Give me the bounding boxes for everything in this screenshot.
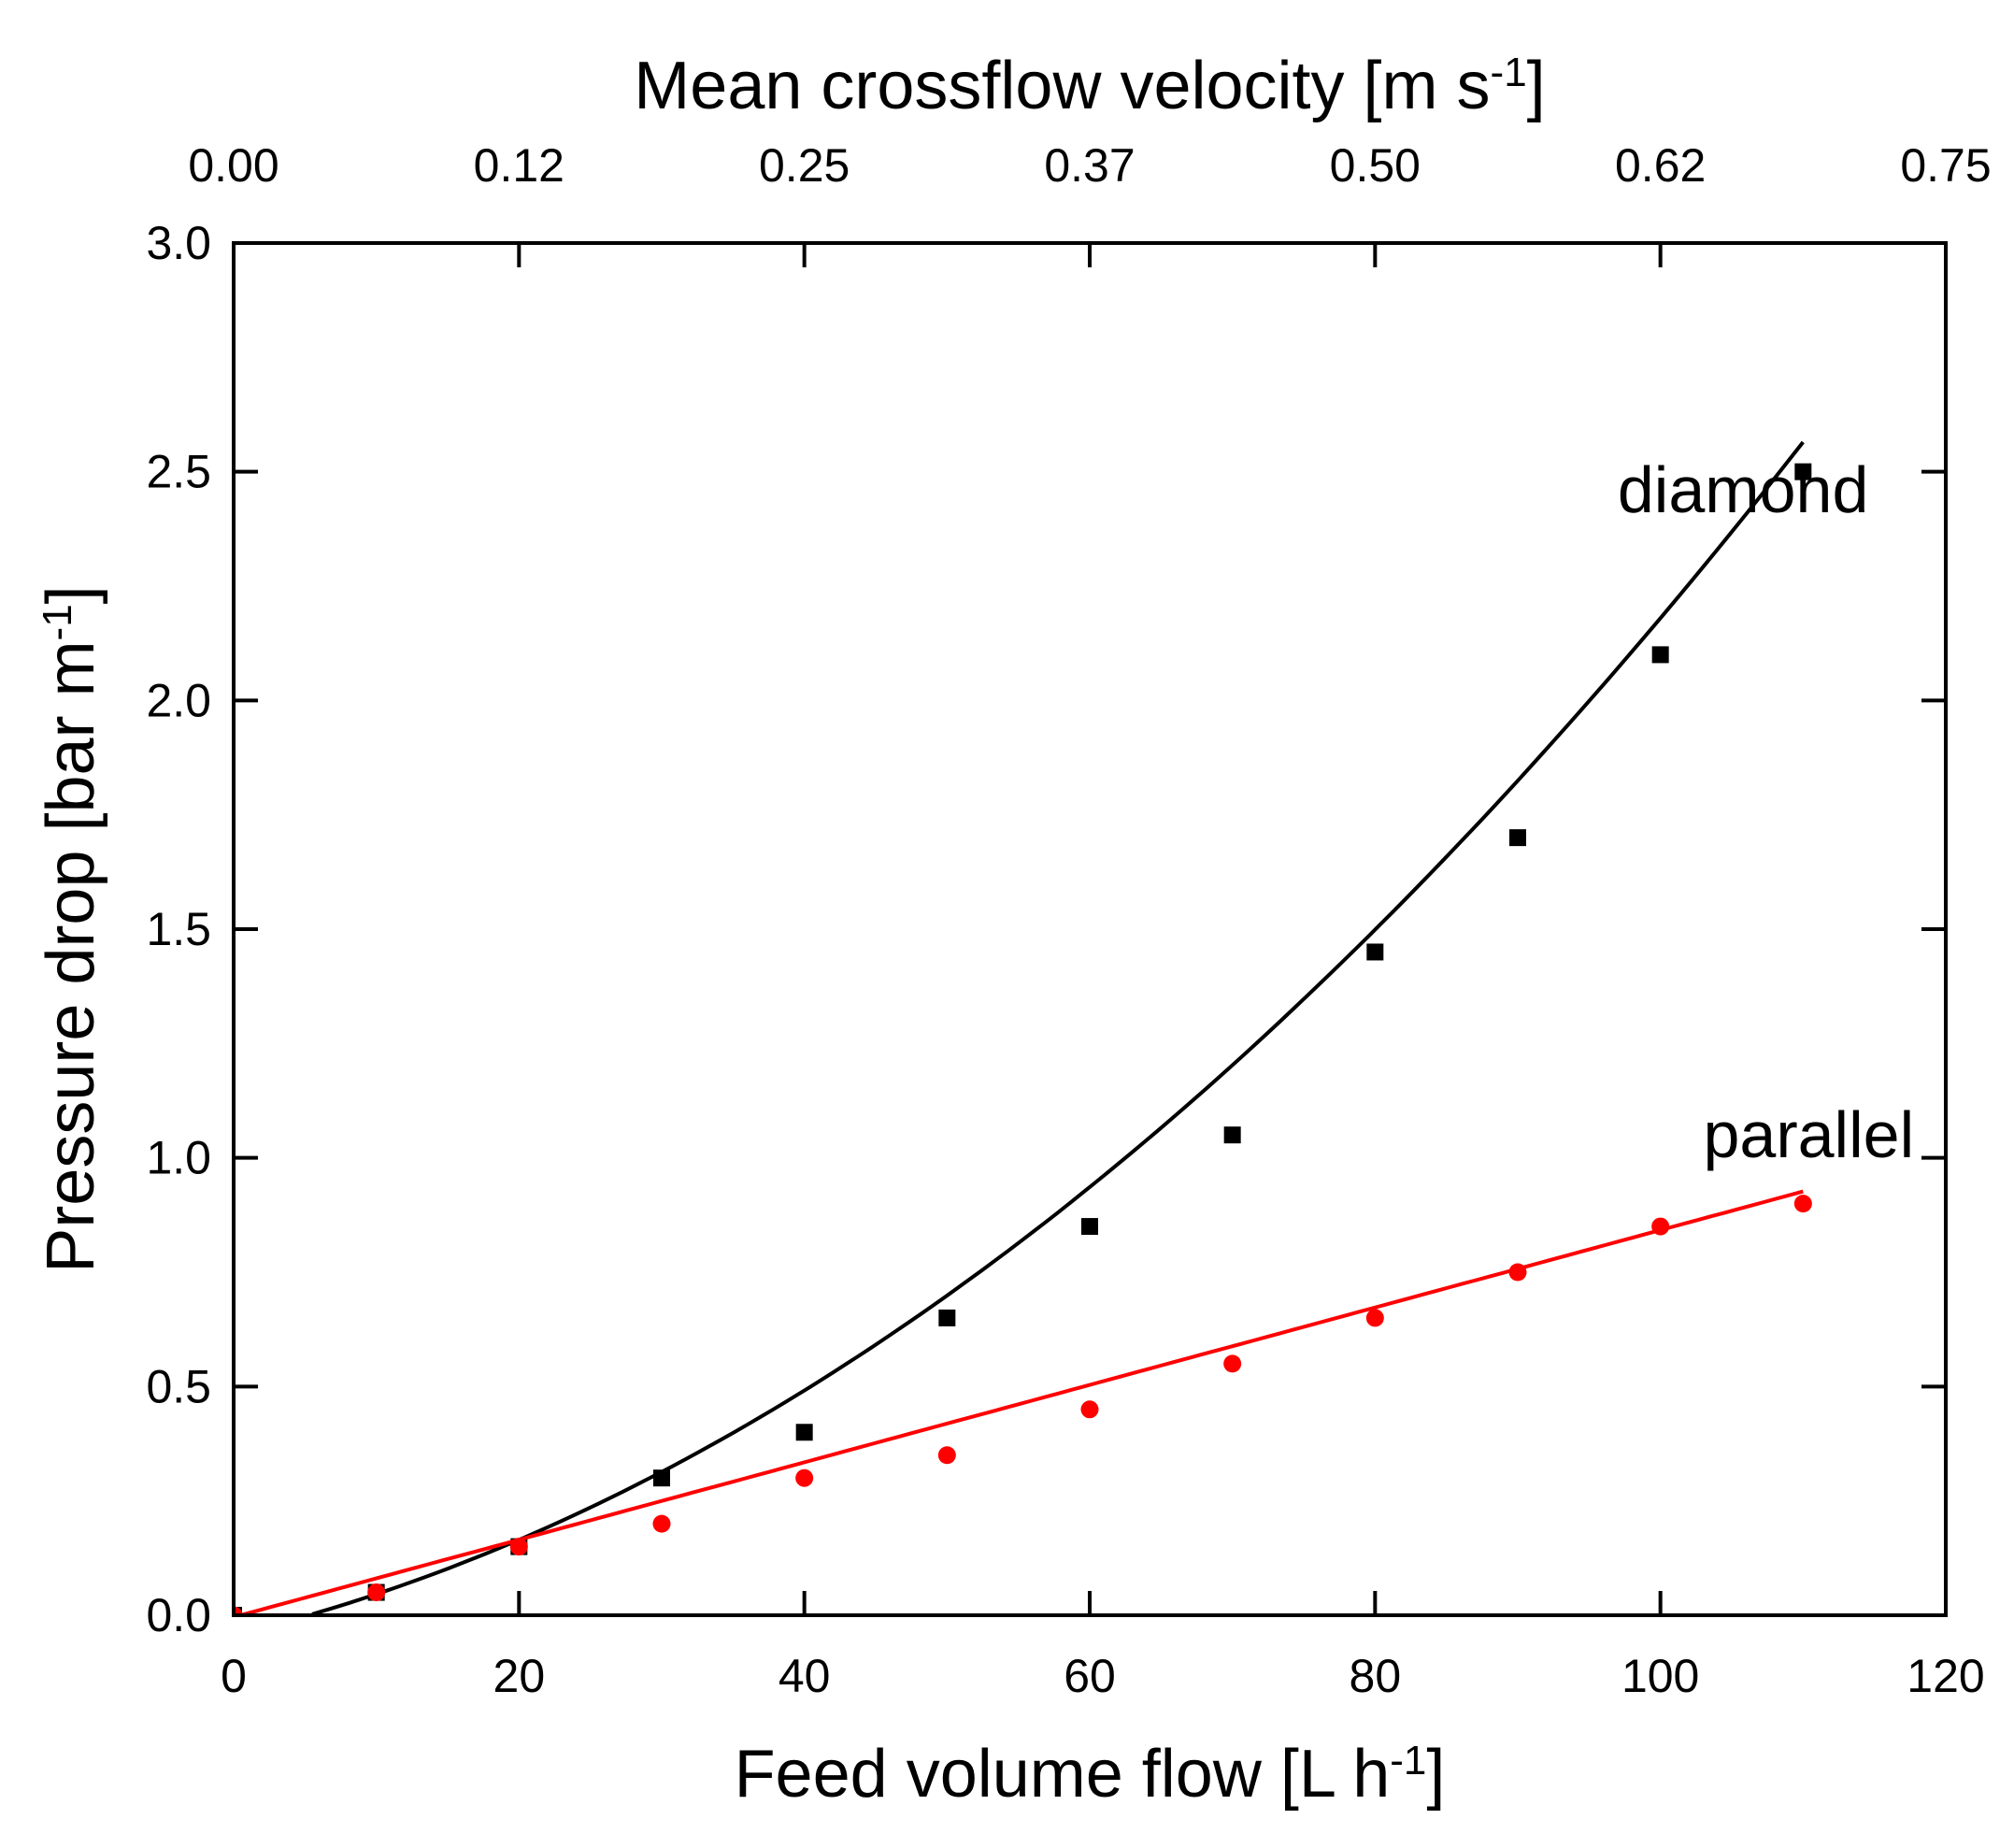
parallel-fit-line xyxy=(234,1189,1804,1615)
top-tick-label: 0.75 xyxy=(1900,139,1991,192)
y-tick-label: 3.0 xyxy=(146,217,211,269)
top-tick-label: 0.37 xyxy=(1044,139,1135,192)
plot-area xyxy=(234,440,1812,1615)
x-axis-title-end: ] xyxy=(1426,1737,1445,1812)
top-axis-title: Mean crossflow velocity [m s-1] xyxy=(634,49,1545,123)
diamond-point xyxy=(1223,1126,1241,1144)
parallel-point xyxy=(937,1446,956,1465)
y-tick-label: 0.5 xyxy=(146,1360,211,1412)
x-tick-label: 20 xyxy=(493,1650,546,1702)
x-tick-label: 40 xyxy=(778,1650,831,1702)
top-axis-title-main: Mean crossflow velocity [m s xyxy=(634,49,1490,123)
x-tick-label: 80 xyxy=(1350,1650,1402,1702)
parallel-point xyxy=(1223,1354,1242,1373)
diamond-point xyxy=(1509,829,1526,847)
y-axis-title: Pressure drop [bar m-1] xyxy=(34,585,108,1272)
x-tick-label: 120 xyxy=(1907,1650,1984,1702)
parallel-point xyxy=(509,1538,528,1556)
parallel-point xyxy=(1651,1217,1670,1236)
y-tick-label: 2.0 xyxy=(146,674,211,726)
top-axis-title-end: ] xyxy=(1527,49,1546,123)
y-axis-title-sup: -1 xyxy=(35,604,80,640)
y-axis-title-main: Pressure drop [bar m xyxy=(34,640,108,1272)
diamond-point xyxy=(1366,943,1384,961)
plot-layer: diamond parallel xyxy=(234,440,1914,1615)
x-tick-label: 100 xyxy=(1621,1650,1699,1702)
y-tick-label: 1.0 xyxy=(146,1132,211,1184)
diamond-point xyxy=(653,1469,670,1487)
parallel-point xyxy=(1080,1400,1099,1419)
top-tick-label: 0.50 xyxy=(1330,139,1421,192)
top-tick-label: 0.25 xyxy=(759,139,850,192)
parallel-point xyxy=(1793,1195,1812,1213)
x-axis-title-main: Feed volume flow [L h xyxy=(735,1737,1391,1812)
diamond-point xyxy=(938,1309,956,1326)
annotation-parallel: parallel xyxy=(1703,1098,1914,1171)
diamond-point xyxy=(1651,646,1669,664)
x-axis-title: Feed volume flow [L h-1] xyxy=(735,1737,1446,1812)
diamond-point xyxy=(1081,1218,1098,1236)
top-tick-label: 0.62 xyxy=(1615,139,1706,192)
parallel-point xyxy=(1365,1309,1384,1327)
y-tick-label: 0.0 xyxy=(146,1589,211,1641)
parallel-point xyxy=(234,1606,243,1615)
parallel-point xyxy=(795,1468,814,1487)
diamond-point xyxy=(795,1424,813,1441)
top-axis-title-sup: -1 xyxy=(1491,50,1527,95)
parallel-point xyxy=(652,1514,671,1533)
top-tick-label: 0.00 xyxy=(188,139,279,192)
top-tick-label: 0.12 xyxy=(474,139,564,192)
x-axis-title-sup: -1 xyxy=(1390,1738,1426,1784)
annotation-diamond: diamond xyxy=(1618,453,1869,526)
y-tick-label: 1.5 xyxy=(146,903,211,955)
diamond-fit-line xyxy=(311,440,1805,1615)
parallel-point xyxy=(1508,1263,1527,1282)
parallel-point xyxy=(367,1583,386,1602)
diamond-point xyxy=(1794,463,1812,480)
y-axis-title-end: ] xyxy=(34,585,108,604)
x-tick-label: 60 xyxy=(1064,1650,1116,1702)
ticks-layer: 0 20 40 60 80 100 120 0.00 0.12 0.25 0.37 0.50 0.62 0… xyxy=(146,139,1991,1702)
y-tick-label: 2.5 xyxy=(146,446,211,498)
x-tick-label: 0 xyxy=(221,1650,247,1702)
